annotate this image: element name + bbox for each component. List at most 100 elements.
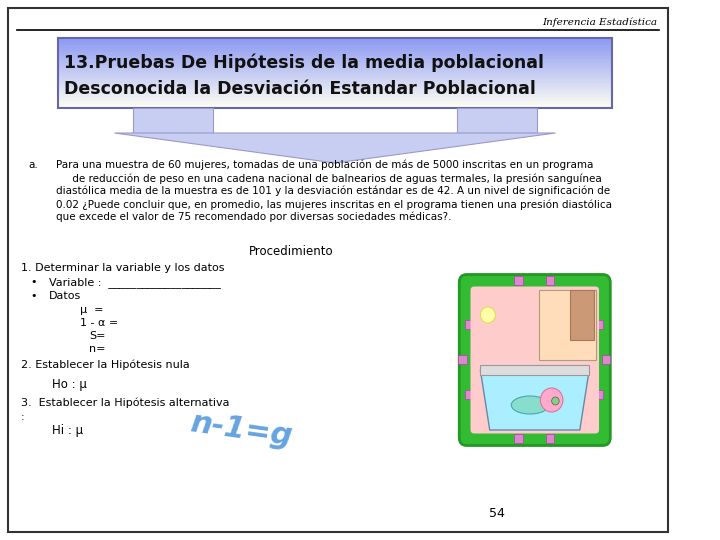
Text: Datos: Datos — [49, 291, 81, 301]
Text: :: : — [21, 412, 24, 422]
Bar — [546, 275, 554, 285]
Circle shape — [541, 388, 563, 412]
Bar — [58, 73, 612, 75]
Bar — [58, 77, 612, 79]
Bar — [133, 108, 213, 133]
Bar — [58, 42, 612, 44]
Text: Ho : μ: Ho : μ — [52, 378, 86, 391]
Text: Hi : μ: Hi : μ — [52, 424, 83, 437]
Bar — [58, 96, 612, 97]
Bar — [58, 69, 612, 71]
Bar — [58, 106, 612, 109]
Bar — [58, 65, 612, 66]
Text: μ  =: μ = — [80, 305, 103, 315]
Bar — [58, 60, 612, 62]
Text: 3.  Establecer la Hipótesis alternativa: 3. Establecer la Hipótesis alternativa — [21, 398, 229, 408]
Bar — [58, 99, 612, 102]
Bar — [58, 46, 612, 48]
Bar — [58, 104, 612, 106]
Bar — [58, 62, 612, 64]
Bar — [58, 52, 612, 54]
Polygon shape — [114, 133, 555, 163]
Bar — [58, 90, 612, 92]
Bar — [58, 103, 612, 104]
Bar — [459, 355, 467, 364]
Bar — [58, 92, 612, 94]
Bar — [58, 91, 612, 93]
Text: •: • — [30, 291, 37, 301]
Bar — [514, 435, 523, 443]
Bar — [58, 72, 612, 73]
Text: diastólica media de la muestra es de 101 y la desviación estándar es de 42. A un: diastólica media de la muestra es de 101… — [56, 186, 611, 197]
Polygon shape — [480, 370, 589, 430]
Bar — [58, 82, 612, 83]
Bar — [485, 418, 494, 428]
Bar — [58, 97, 612, 99]
Bar — [58, 59, 612, 61]
Bar — [595, 320, 603, 329]
Bar — [457, 108, 536, 133]
Bar — [602, 355, 611, 364]
Bar — [58, 86, 612, 87]
Circle shape — [480, 307, 495, 323]
Bar — [58, 48, 612, 50]
Bar — [480, 365, 589, 375]
Text: Inferencia Estadística: Inferencia Estadística — [541, 17, 657, 27]
Text: de reducción de peso en una cadena nacional de balnearios de aguas termales, la : de reducción de peso en una cadena nacio… — [56, 173, 602, 184]
Text: 1 - α =: 1 - α = — [80, 318, 118, 328]
Bar — [58, 38, 612, 108]
Text: S=: S= — [89, 331, 106, 341]
Bar — [58, 75, 612, 76]
FancyBboxPatch shape — [470, 287, 599, 434]
Circle shape — [552, 397, 559, 405]
Bar — [58, 79, 612, 80]
FancyBboxPatch shape — [459, 274, 611, 446]
Bar — [58, 76, 612, 78]
Bar — [58, 105, 612, 107]
Bar — [58, 56, 612, 58]
Text: 13.Pruebas De Hipótesis de la media poblacional: 13.Pruebas De Hipótesis de la media pobl… — [64, 54, 544, 72]
Bar — [514, 275, 523, 285]
Bar — [575, 418, 583, 428]
Bar — [58, 45, 612, 47]
Bar — [58, 38, 612, 40]
Text: 2. Establecer la Hipótesis nula: 2. Establecer la Hipótesis nula — [21, 360, 189, 370]
Bar — [58, 89, 612, 90]
Bar — [58, 101, 612, 103]
Bar — [465, 390, 474, 400]
Bar — [595, 390, 603, 400]
Bar — [58, 66, 612, 68]
Bar — [58, 80, 612, 82]
Text: a.: a. — [28, 160, 38, 170]
Text: 54: 54 — [490, 507, 505, 520]
Bar — [58, 68, 612, 69]
Bar — [58, 58, 612, 59]
Bar — [58, 55, 612, 57]
Bar — [465, 320, 474, 329]
Text: Para una muestra de 60 mujeres, tomadas de una población de más de 5000 inscrita: Para una muestra de 60 mujeres, tomadas … — [56, 160, 594, 171]
Text: Procedimiento: Procedimiento — [248, 245, 333, 258]
Text: •: • — [30, 277, 37, 287]
Bar — [58, 49, 612, 51]
Ellipse shape — [511, 396, 549, 414]
Bar — [58, 83, 612, 85]
Bar — [485, 291, 494, 300]
Text: n-1=g: n-1=g — [188, 408, 294, 451]
Text: que excede el valor de 75 recomendado por diversas sociedades médicas?.: que excede el valor de 75 recomendado po… — [56, 212, 451, 222]
Text: n=: n= — [89, 344, 106, 354]
Bar — [58, 44, 612, 45]
Text: Variable :  ____________________: Variable : ____________________ — [49, 277, 220, 288]
Bar — [58, 51, 612, 52]
Text: Desconocida la Desviación Estandar Poblacional: Desconocida la Desviación Estandar Pobla… — [64, 80, 536, 98]
Bar — [58, 63, 612, 65]
Bar — [58, 39, 612, 41]
Bar — [539, 290, 595, 360]
Bar — [58, 98, 612, 100]
Bar — [58, 70, 612, 72]
Bar — [58, 87, 612, 89]
Text: 1. Determinar la variable y los datos: 1. Determinar la variable y los datos — [21, 263, 224, 273]
Bar — [546, 435, 554, 443]
Bar — [58, 41, 612, 43]
Bar — [570, 290, 594, 340]
Bar — [58, 94, 612, 96]
